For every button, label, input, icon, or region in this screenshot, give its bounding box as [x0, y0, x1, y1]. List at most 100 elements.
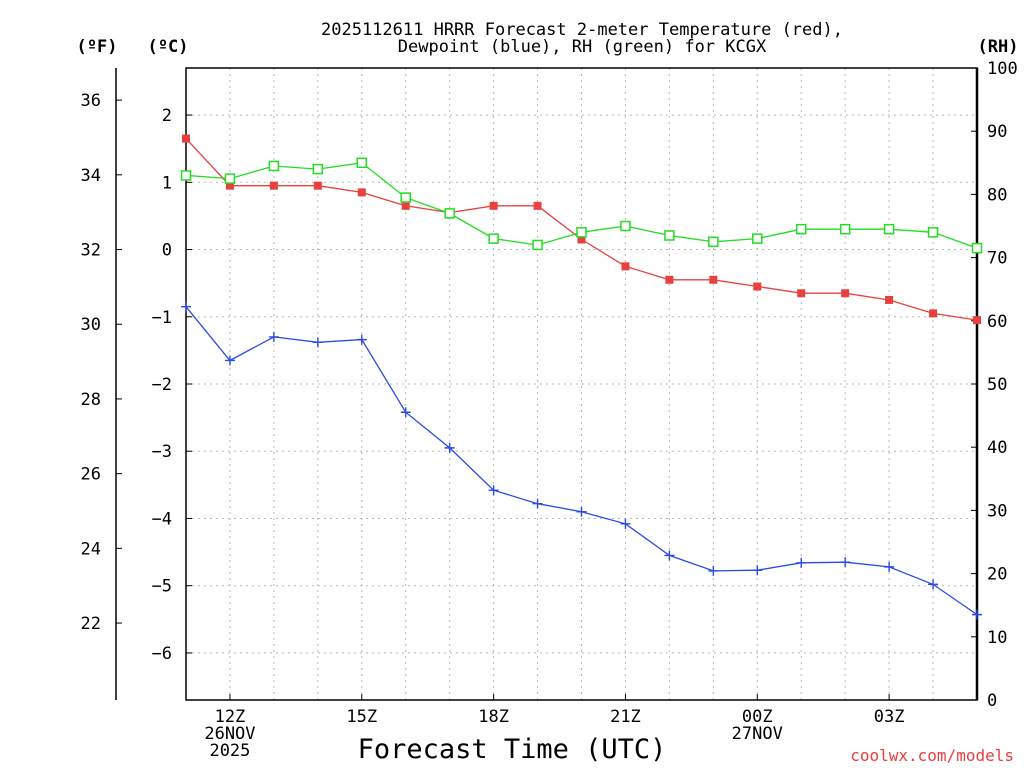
fahrenheit-tick-label: 24 — [81, 539, 101, 559]
rh-point — [752, 233, 763, 244]
x-axis-label: Forecast Time (UTC) — [358, 734, 667, 765]
2-meter-temperature-point — [973, 316, 981, 325]
dewpoint-point — [752, 565, 763, 576]
2-meter-temperature-point — [313, 181, 322, 190]
2-meter-temperature-point — [489, 201, 498, 210]
rh-point — [356, 157, 368, 169]
rh-point — [795, 223, 807, 235]
chart-title: 2025112611 HRRR Forecast 2-meter Tempera… — [321, 20, 843, 57]
dewpoint-point — [224, 355, 235, 366]
2-meter-temperature-point — [225, 181, 234, 190]
2-meter-temperature-point — [577, 235, 586, 244]
2-meter-temperature-point — [182, 134, 190, 143]
celsius-tick-label: −1 — [152, 308, 172, 328]
2-meter-temperature-point — [709, 275, 718, 284]
series — [180, 134, 983, 620]
2-meter-temperature-point — [533, 201, 542, 210]
rh-point — [224, 173, 236, 184]
credit-link[interactable]: coolwx.com/models — [850, 746, 1014, 765]
x-tick-label: 2025 — [209, 741, 250, 761]
x-tick-label: 26NOV — [204, 724, 255, 744]
x-tick-label: 15Z — [346, 707, 377, 727]
celsius-tick-label: −2 — [152, 375, 172, 395]
rh-point — [180, 170, 192, 181]
celsius-tick-label: −4 — [152, 509, 172, 529]
rh-tick-label: 60 — [987, 312, 1007, 332]
fahrenheit-tick-label: 36 — [81, 91, 101, 111]
dewpoint-point — [884, 561, 895, 572]
2-meter-temperature-point — [665, 275, 674, 284]
rh-tick-label: 80 — [987, 185, 1007, 205]
rh-point — [576, 227, 587, 238]
dewpoint-point — [444, 442, 455, 453]
fahrenheit-tick-label: 22 — [81, 614, 101, 634]
celsius-tick-label: 1 — [162, 173, 172, 193]
2-meter-temperature-point — [797, 289, 806, 298]
rh-tick-label: 10 — [987, 628, 1007, 648]
rh-point — [708, 236, 719, 248]
dewpoint-point — [796, 557, 807, 568]
dewpoint-line — [185, 306, 978, 616]
2-meter-temperature-point — [401, 201, 410, 210]
fahrenheit-tick-label: 30 — [81, 315, 101, 335]
rh-point — [488, 233, 499, 244]
dewpoint-point — [312, 337, 323, 348]
celsius-tick-label: −3 — [152, 442, 172, 462]
fahrenheit-tick-label: 28 — [81, 390, 101, 410]
dewpoint-point — [181, 301, 191, 312]
x-tick-label: 12Z — [215, 707, 246, 727]
dewpoint-point — [488, 485, 499, 496]
celsius-tick-label: 2 — [162, 106, 172, 126]
rh-point — [444, 208, 455, 219]
x-tick-label: 03Z — [874, 707, 905, 727]
celsius-unit-label: (ºC) — [148, 37, 189, 57]
fahrenheit-tick-label: 26 — [81, 465, 101, 485]
rh-tick-label: 70 — [987, 249, 1007, 269]
rh-point — [664, 230, 675, 241]
rh-point — [971, 242, 983, 254]
rh-point — [400, 192, 411, 203]
fahrenheit-tick-label: 32 — [81, 241, 101, 261]
fahrenheit-tick-label: 34 — [81, 166, 101, 186]
x-tick-label: 00Z — [742, 707, 773, 727]
dewpoint-point — [620, 518, 631, 529]
2-meter-temperature-point — [753, 282, 762, 291]
celsius-tick-label: 0 — [162, 241, 172, 261]
2-meter-temperature-point — [269, 181, 278, 190]
rh-point — [312, 163, 324, 175]
dewpoint-point — [356, 334, 367, 345]
x-tick-label: 27NOV — [732, 724, 783, 744]
chart-title-line: 2025112611 HRRR Forecast 2-meter Tempera… — [321, 20, 843, 40]
fahrenheit-unit-label: (ºF) — [77, 37, 118, 57]
dewpoint-point — [576, 506, 587, 517]
rh-unit-label: (RH) — [978, 37, 1019, 57]
rh-point — [268, 160, 280, 172]
x-tick-label: 21Z — [610, 707, 641, 727]
2-meter-temperature-point — [841, 289, 850, 298]
celsius-tick-label: −5 — [152, 577, 172, 597]
dewpoint-point — [532, 498, 543, 509]
rh-tick-label: 100 — [987, 59, 1018, 79]
rh-tick-label: 50 — [987, 375, 1007, 395]
2-meter-temperature-point — [357, 188, 366, 197]
rh-tick-label: 40 — [987, 438, 1007, 458]
rh-point — [927, 227, 939, 238]
dewpoint-point — [268, 331, 279, 342]
rh-tick-label: 30 — [987, 501, 1007, 521]
dewpoint-point — [400, 407, 411, 418]
rh-point — [883, 223, 895, 235]
rh-tick-label: 0 — [987, 691, 997, 711]
rh-tick-label: 90 — [987, 122, 1007, 142]
rh-point — [839, 223, 851, 235]
celsius-tick-label: −6 — [152, 644, 172, 664]
x-tick-label: 18Z — [478, 707, 509, 727]
rh-tick-label: 20 — [987, 565, 1007, 585]
2-meter-temperature-point — [885, 295, 894, 304]
rh-point — [532, 239, 543, 251]
dewpoint-point — [708, 565, 719, 576]
dewpoint-point — [664, 550, 675, 561]
dewpoint-point — [928, 579, 939, 590]
dewpoint-point — [972, 609, 982, 620]
2-meter-temperature-point — [621, 262, 630, 271]
